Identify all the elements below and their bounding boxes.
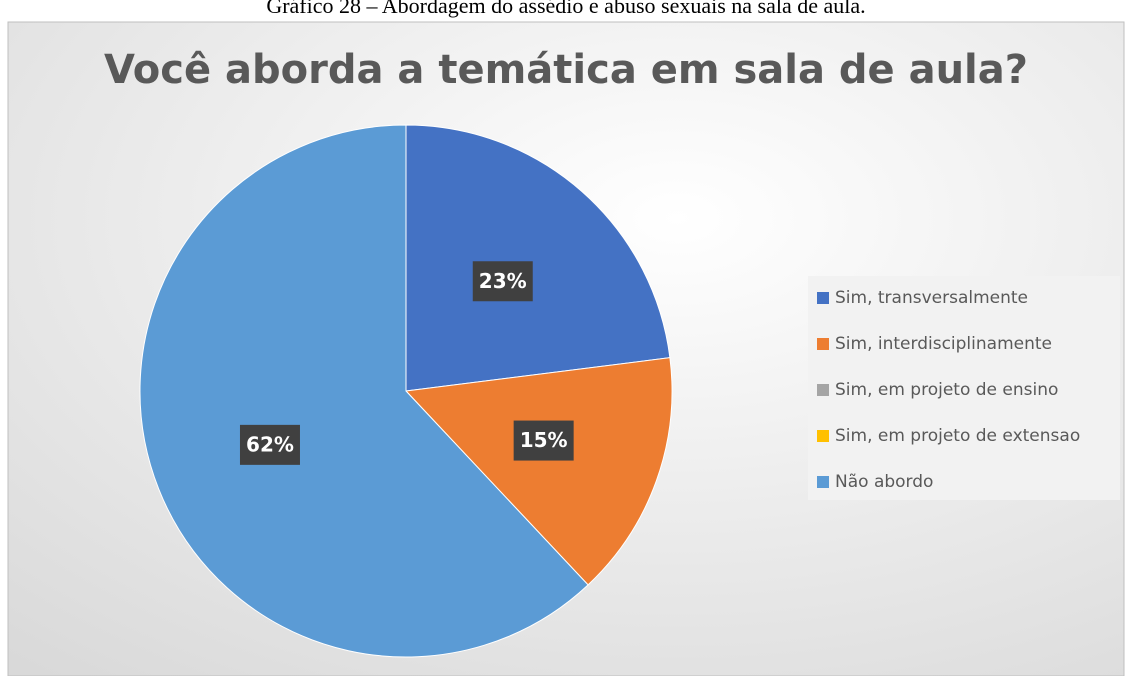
pie-slice xyxy=(404,357,673,586)
legend xyxy=(808,276,1120,500)
legend-label: Não abordo xyxy=(835,472,933,492)
legend-label: Sim, transversalmente xyxy=(835,288,1028,308)
data-label: 23% xyxy=(479,269,527,293)
pie-slice xyxy=(139,124,589,658)
chart-title: Você aborda a temática em sala de aula? xyxy=(104,47,1028,93)
legend-swatch xyxy=(817,476,829,488)
pie-slice xyxy=(405,124,671,392)
legend-swatch xyxy=(817,430,829,442)
legend-label: Sim, interdisciplinamente xyxy=(835,334,1052,354)
legend-swatch xyxy=(817,338,829,350)
data-label-box xyxy=(239,424,300,465)
legend-swatch xyxy=(817,384,829,396)
data-label: 15% xyxy=(520,428,568,452)
legend-label: Sim, em projeto de extensao xyxy=(835,426,1080,446)
data-label-box xyxy=(513,420,574,461)
caption: Gráfico 28 – Abordagem do assédio e abus… xyxy=(266,0,865,18)
legend-label: Sim, em projeto de ensino xyxy=(835,380,1058,400)
legend-swatch xyxy=(817,292,829,304)
data-label-box xyxy=(472,261,533,302)
data-label: 62% xyxy=(246,432,294,456)
